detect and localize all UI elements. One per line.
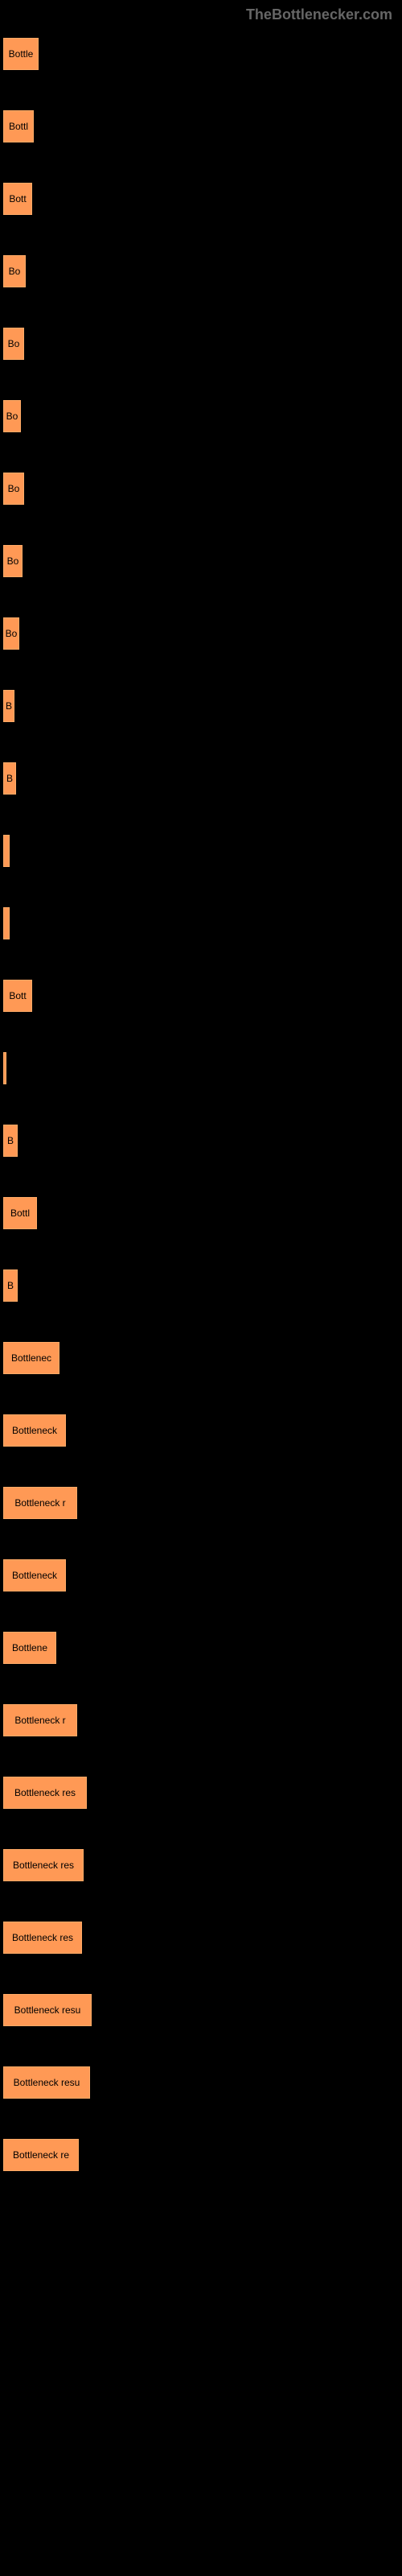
bar: Bottleneck: [3, 1414, 66, 1447]
bar-item: Bottleneck r: [3, 1487, 402, 1519]
bar-item: B: [3, 690, 402, 722]
bar-label: Bo: [8, 338, 20, 349]
bar-item: Bo: [3, 400, 402, 432]
bar-label: Bo: [6, 628, 18, 639]
bar: Bottlenec: [3, 1342, 59, 1374]
bar: Bott: [3, 980, 32, 1012]
bar: Bottle: [3, 38, 39, 70]
bar-label: Bottleneck res: [13, 1860, 74, 1871]
bar: Bottleneck res: [3, 1777, 87, 1809]
bar-item: Bottl: [3, 110, 402, 142]
bar-item: B: [3, 762, 402, 795]
bar-label: Bottleneck res: [12, 1932, 73, 1943]
bar-label: Bottleneck: [12, 1425, 57, 1436]
bar-item: Bo: [3, 545, 402, 577]
bar-item: [3, 835, 402, 867]
bar-item: Bottleneck: [3, 1559, 402, 1591]
bar-label: Bottl: [10, 1208, 30, 1219]
bar: B: [3, 690, 14, 722]
bar-label: Bott: [9, 193, 26, 204]
bar-label: Bott: [9, 990, 26, 1001]
bar-label: Bottleneck r: [14, 1715, 65, 1726]
bar-label: Bottlenec: [11, 1352, 51, 1364]
bar: Bottl: [3, 110, 34, 142]
bar: [3, 907, 10, 939]
bar-item: Bottl: [3, 1197, 402, 1229]
bar: Bo: [3, 545, 23, 577]
bar: Bo: [3, 400, 21, 432]
bar-label: B: [6, 773, 13, 784]
bar-item: Bott: [3, 183, 402, 215]
bar-item: Bo: [3, 255, 402, 287]
bar-item: Bottleneck re: [3, 2139, 402, 2171]
bar-item: Bott: [3, 980, 402, 1012]
brand-header: TheBottlenecker.com: [0, 0, 402, 30]
bar-label: Bo: [8, 483, 20, 494]
bar-label: B: [7, 1135, 14, 1146]
bar-item: [3, 1052, 402, 1084]
bar-item: Bottleneck res: [3, 1777, 402, 1809]
bar-item: Bo: [3, 328, 402, 360]
bar: Bottleneck res: [3, 1922, 82, 1954]
bar: Bottleneck r: [3, 1487, 77, 1519]
bar-label: Bottle: [9, 48, 34, 60]
bar-item: Bottlenec: [3, 1342, 402, 1374]
bar: [3, 1052, 6, 1084]
bar-item: Bo: [3, 473, 402, 505]
bar: B: [3, 1125, 18, 1157]
bar: Bottleneck r: [3, 1704, 77, 1736]
bar: Bo: [3, 473, 24, 505]
bar: B: [3, 1269, 18, 1302]
bar-label: Bottleneck resu: [14, 2077, 80, 2088]
bar-item: Bottleneck: [3, 1414, 402, 1447]
bar: B: [3, 762, 16, 795]
bar-label: B: [7, 1280, 14, 1291]
bar-item: Bottleneck resu: [3, 2066, 402, 2099]
bar: Bottleneck resu: [3, 2066, 90, 2099]
bar-label: Bottleneck resu: [14, 2004, 81, 2016]
bar-item: B: [3, 1125, 402, 1157]
bar: Bottlene: [3, 1632, 56, 1664]
bar-label: Bottlene: [12, 1642, 47, 1653]
brand-text: TheBottlenecker.com: [246, 6, 392, 23]
bar: Bottleneck resu: [3, 1994, 92, 2026]
bar-label: Bo: [9, 266, 21, 277]
bar: Bottl: [3, 1197, 37, 1229]
bar-item: Bottleneck res: [3, 1849, 402, 1881]
bar-label: Bottl: [9, 121, 28, 132]
bar-label: Bottleneck r: [14, 1497, 65, 1509]
bar: Bottleneck res: [3, 1849, 84, 1881]
bar: Bottleneck: [3, 1559, 66, 1591]
bar: Bo: [3, 255, 26, 287]
bar-label: Bottleneck re: [13, 2149, 69, 2161]
bar-label: Bo: [7, 555, 19, 567]
bar-label: B: [6, 700, 12, 712]
bar-item: [3, 907, 402, 939]
bar-label: Bo: [6, 411, 18, 422]
bar-item: Bo: [3, 617, 402, 650]
bar-item: Bottleneck res: [3, 1922, 402, 1954]
bar: [3, 835, 10, 867]
bar: Bo: [3, 617, 19, 650]
bar-item: Bottlene: [3, 1632, 402, 1664]
bar-label: Bottleneck res: [14, 1787, 76, 1798]
bar-chart: Bottle Bottl Bott Bo Bo Bo Bo Bo Bo B B Bott B Bottl B…: [0, 38, 402, 2171]
bar: Bott: [3, 183, 32, 215]
bar-item: Bottle: [3, 38, 402, 70]
bar: Bottleneck re: [3, 2139, 79, 2171]
bar-label: Bottleneck: [12, 1570, 57, 1581]
bar-item: B: [3, 1269, 402, 1302]
bar: Bo: [3, 328, 24, 360]
bar-item: Bottleneck r: [3, 1704, 402, 1736]
bar-item: Bottleneck resu: [3, 1994, 402, 2026]
